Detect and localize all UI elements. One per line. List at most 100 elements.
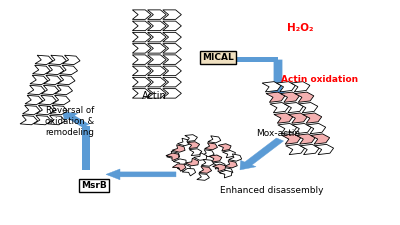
Polygon shape [148, 89, 166, 98]
Polygon shape [163, 32, 181, 42]
Polygon shape [178, 138, 190, 146]
Polygon shape [28, 85, 45, 95]
Polygon shape [172, 145, 185, 152]
Text: Reversal of
oxidation &
remodeling: Reversal of oxidation & remodeling [46, 106, 94, 137]
FancyArrow shape [240, 138, 284, 170]
Polygon shape [291, 82, 310, 92]
Polygon shape [148, 44, 166, 53]
Polygon shape [62, 55, 80, 65]
Polygon shape [163, 21, 181, 31]
Polygon shape [46, 65, 64, 75]
Polygon shape [55, 85, 72, 95]
Polygon shape [212, 162, 225, 169]
Polygon shape [220, 167, 233, 175]
Polygon shape [278, 124, 297, 134]
Polygon shape [166, 153, 179, 161]
Polygon shape [163, 77, 181, 87]
Polygon shape [197, 173, 210, 180]
Polygon shape [262, 82, 281, 92]
Text: Actin: Actin [142, 91, 166, 101]
Polygon shape [34, 115, 51, 125]
Polygon shape [280, 92, 299, 102]
Polygon shape [163, 89, 181, 98]
Polygon shape [132, 44, 151, 53]
Polygon shape [132, 55, 151, 64]
Polygon shape [222, 151, 236, 158]
Polygon shape [194, 153, 207, 160]
Polygon shape [284, 103, 303, 113]
FancyArrow shape [106, 169, 176, 180]
Polygon shape [189, 149, 202, 155]
Polygon shape [177, 164, 190, 171]
Polygon shape [148, 10, 166, 19]
Polygon shape [201, 160, 214, 166]
Polygon shape [224, 161, 237, 168]
Polygon shape [292, 124, 311, 134]
Polygon shape [199, 166, 212, 173]
FancyArrow shape [214, 57, 278, 62]
Polygon shape [50, 105, 68, 115]
Polygon shape [315, 144, 334, 155]
Polygon shape [32, 65, 50, 75]
Polygon shape [48, 115, 65, 125]
FancyArrow shape [62, 111, 89, 128]
Polygon shape [212, 164, 226, 172]
Polygon shape [41, 85, 59, 95]
Polygon shape [274, 113, 293, 123]
Polygon shape [219, 170, 232, 178]
Polygon shape [270, 103, 289, 113]
Polygon shape [52, 95, 70, 105]
Polygon shape [163, 10, 181, 19]
Polygon shape [266, 92, 285, 102]
Text: MICAL: MICAL [202, 53, 234, 62]
Polygon shape [132, 89, 151, 98]
Polygon shape [30, 75, 48, 85]
Polygon shape [163, 66, 181, 76]
Polygon shape [49, 55, 66, 65]
Polygon shape [205, 143, 218, 150]
Polygon shape [295, 92, 314, 102]
Text: Mox-actin: Mox-actin [256, 129, 300, 138]
Polygon shape [167, 151, 180, 159]
FancyArrow shape [268, 60, 288, 98]
Polygon shape [163, 44, 181, 53]
Polygon shape [218, 144, 231, 151]
Polygon shape [148, 55, 166, 64]
Polygon shape [311, 134, 330, 144]
Polygon shape [299, 103, 318, 113]
Polygon shape [288, 113, 307, 123]
Polygon shape [187, 142, 200, 148]
Polygon shape [132, 32, 151, 42]
Polygon shape [25, 95, 43, 105]
Polygon shape [39, 95, 56, 105]
Polygon shape [132, 10, 151, 19]
Polygon shape [307, 124, 326, 134]
Polygon shape [182, 169, 196, 176]
FancyArrow shape [82, 126, 90, 170]
Polygon shape [276, 82, 296, 92]
Polygon shape [173, 159, 186, 166]
Polygon shape [286, 144, 305, 155]
Polygon shape [22, 105, 40, 115]
Polygon shape [186, 158, 198, 166]
Text: Actin oxidation: Actin oxidation [282, 75, 358, 84]
Polygon shape [282, 134, 301, 144]
Polygon shape [300, 144, 319, 155]
Polygon shape [132, 21, 151, 31]
Polygon shape [148, 21, 166, 31]
Polygon shape [132, 66, 151, 76]
Polygon shape [163, 55, 181, 64]
Polygon shape [35, 55, 53, 65]
Polygon shape [303, 113, 322, 123]
Polygon shape [60, 65, 78, 75]
Polygon shape [296, 134, 315, 144]
Polygon shape [132, 77, 151, 87]
Polygon shape [148, 32, 166, 42]
Polygon shape [201, 150, 214, 157]
Polygon shape [208, 136, 221, 143]
Polygon shape [20, 115, 38, 125]
Polygon shape [58, 75, 75, 85]
Text: H₂O₂: H₂O₂ [287, 23, 313, 33]
Polygon shape [172, 164, 186, 171]
Polygon shape [148, 77, 166, 87]
